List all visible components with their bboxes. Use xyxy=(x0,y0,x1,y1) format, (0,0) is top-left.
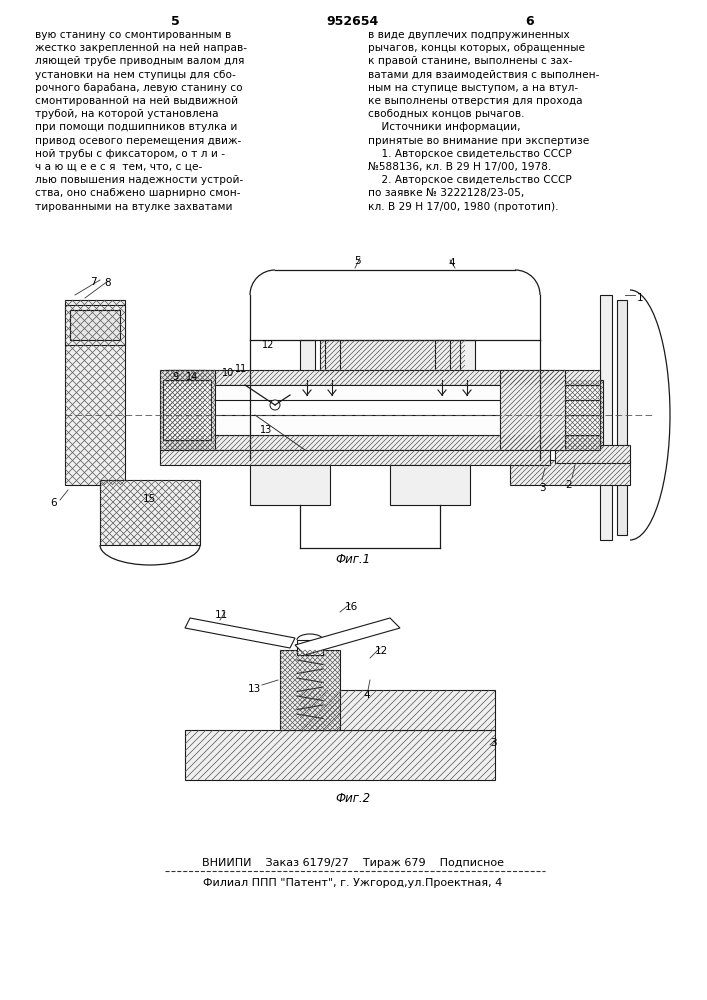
Text: ватами для взаимодействия с выполнен-: ватами для взаимодействия с выполнен- xyxy=(368,70,600,80)
Text: при помощи подшипников втулка и: при помощи подшипников втулка и xyxy=(35,122,238,132)
Bar xyxy=(165,370,600,385)
Bar xyxy=(555,445,630,463)
Text: 14: 14 xyxy=(186,372,198,382)
Bar xyxy=(250,465,330,505)
Text: вую станину со смонтированным в: вую станину со смонтированным в xyxy=(35,30,231,40)
Text: 12: 12 xyxy=(262,340,274,350)
Bar xyxy=(320,340,465,375)
Text: Фиг.2: Фиг.2 xyxy=(335,792,370,805)
Text: свободных концов рычагов.: свободных концов рычагов. xyxy=(368,109,525,119)
Text: к правой станине, выполнены с зах-: к правой станине, выполнены с зах- xyxy=(368,56,573,66)
Bar xyxy=(70,310,120,340)
Text: ке выполнены отверстия для прохода: ке выполнены отверстия для прохода xyxy=(368,96,583,106)
Text: привод осевого перемещения движ-: привод осевого перемещения движ- xyxy=(35,136,241,146)
Text: ч а ю щ е е с я  тем, что, с це-: ч а ю щ е е с я тем, что, с це- xyxy=(35,162,202,172)
Text: №588136, кл. В 29 Н 17/00, 1978.: №588136, кл. В 29 Н 17/00, 1978. xyxy=(368,162,551,172)
Text: 3: 3 xyxy=(490,738,496,748)
Text: 4: 4 xyxy=(363,690,370,700)
Text: 5: 5 xyxy=(170,15,180,28)
Text: 3: 3 xyxy=(539,483,546,493)
Bar xyxy=(100,480,200,545)
Text: трубой, на которой установлена: трубой, на которой установлена xyxy=(35,109,218,119)
Text: принятые во внимание при экспертизе: принятые во внимание при экспертизе xyxy=(368,136,589,146)
Bar xyxy=(165,385,600,435)
Text: кл. В 29 Н 17/00, 1980 (прототип).: кл. В 29 Н 17/00, 1980 (прототип). xyxy=(368,202,559,212)
Text: 16: 16 xyxy=(345,602,358,612)
Text: 1: 1 xyxy=(637,293,643,303)
Text: ВНИИПИ    Заказ 6179/27    Тираж 679    Подписное: ВНИИПИ Заказ 6179/27 Тираж 679 Подписное xyxy=(202,858,504,868)
Text: Филиал ППП "Патент", г. Ужгород,ул.Проектная, 4: Филиал ППП "Патент", г. Ужгород,ул.Проек… xyxy=(204,878,503,888)
Bar xyxy=(460,340,475,380)
Text: жестко закрепленной на ней направ-: жестко закрепленной на ней направ- xyxy=(35,43,247,53)
Bar xyxy=(65,305,125,345)
Bar xyxy=(500,370,565,450)
Bar xyxy=(165,400,600,415)
Bar xyxy=(300,690,495,730)
Text: 12: 12 xyxy=(375,646,388,656)
Text: рычагов, концы которых, обращенные: рычагов, концы которых, обращенные xyxy=(368,43,585,53)
Bar xyxy=(617,300,627,535)
Text: 4: 4 xyxy=(448,258,455,268)
Circle shape xyxy=(270,400,280,410)
Text: ным на ступице выступом, а на втул-: ным на ступице выступом, а на втул- xyxy=(368,83,578,93)
Bar xyxy=(435,340,450,380)
Bar xyxy=(65,300,125,485)
Bar xyxy=(390,465,470,505)
Text: 5: 5 xyxy=(354,256,361,266)
Text: 2: 2 xyxy=(565,480,572,490)
Bar xyxy=(163,380,211,440)
Text: рочного барабана, левую станину со: рочного барабана, левую станину со xyxy=(35,83,243,93)
Text: 952654: 952654 xyxy=(327,15,379,28)
Bar xyxy=(297,640,323,655)
Text: 10: 10 xyxy=(222,368,234,378)
Text: 2. Авторское свидетельство СССР: 2. Авторское свидетельство СССР xyxy=(368,175,572,185)
Polygon shape xyxy=(295,618,400,655)
Text: ляющей трубе приводным валом для: ляющей трубе приводным валом для xyxy=(35,56,245,66)
Text: 11: 11 xyxy=(215,610,228,620)
Text: 6: 6 xyxy=(50,498,57,508)
Bar xyxy=(335,375,450,390)
Bar xyxy=(300,340,315,380)
Text: 8: 8 xyxy=(104,278,110,288)
Text: Источники информации,: Источники информации, xyxy=(368,122,520,132)
Text: ства, оно снабжено шарнирно смон-: ства, оно снабжено шарнирно смон- xyxy=(35,188,240,198)
Text: 15: 15 xyxy=(143,494,156,504)
Bar xyxy=(160,450,550,465)
Bar xyxy=(165,370,205,450)
Text: Фиг.1: Фиг.1 xyxy=(335,553,370,566)
Text: лью повышения надежности устрой-: лью повышения надежности устрой- xyxy=(35,175,243,185)
Bar xyxy=(160,370,215,450)
Text: 6: 6 xyxy=(526,15,534,28)
Bar xyxy=(280,650,340,730)
Text: 11: 11 xyxy=(235,364,247,374)
Bar xyxy=(185,730,495,780)
Text: 1. Авторское свидетельство СССР: 1. Авторское свидетельство СССР xyxy=(368,149,572,159)
Text: по заявке № 3222128/23-05,: по заявке № 3222128/23-05, xyxy=(368,188,525,198)
Text: тированными на втулке захватами: тированными на втулке захватами xyxy=(35,202,233,212)
Text: ной трубы с фиксатором, о т л и -: ной трубы с фиксатором, о т л и - xyxy=(35,149,225,159)
Bar xyxy=(565,380,603,450)
Text: установки на нем ступицы для сбо-: установки на нем ступицы для сбо- xyxy=(35,70,235,80)
Bar xyxy=(600,295,612,540)
Text: 13: 13 xyxy=(248,684,262,694)
Text: в виде двуплечих подпружиненных: в виде двуплечих подпружиненных xyxy=(368,30,570,40)
Text: смонтированной на ней выдвижной: смонтированной на ней выдвижной xyxy=(35,96,238,106)
Polygon shape xyxy=(185,618,295,648)
Bar xyxy=(510,460,630,485)
Bar xyxy=(325,340,340,380)
Text: 13: 13 xyxy=(260,425,272,435)
Text: 7: 7 xyxy=(90,277,97,287)
Bar xyxy=(165,435,600,450)
Text: 9: 9 xyxy=(172,372,178,382)
